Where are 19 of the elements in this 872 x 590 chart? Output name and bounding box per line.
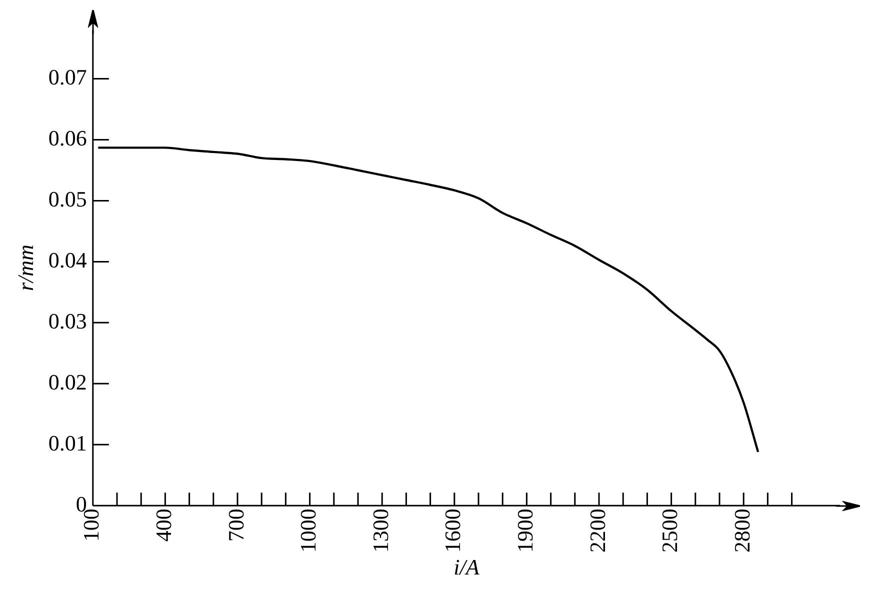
y-tick-label: 0.05: [48, 186, 87, 212]
x-tick-label: 2500: [657, 508, 682, 553]
x-tick-label: 1000: [296, 508, 321, 553]
y-tick-label: 0.03: [48, 308, 87, 334]
y-tick-label: 0.01: [48, 430, 87, 456]
line-series: [97, 146, 760, 454]
x-tick-label: 700: [223, 508, 248, 542]
x-tick-label: 2200: [584, 508, 610, 553]
x-axis-title: i/A: [454, 554, 480, 580]
x-tick-label: 2800: [729, 508, 754, 553]
y-tick-label: 0.02: [48, 369, 87, 394]
y-tick-label: 0.04: [48, 247, 87, 272]
y-tick-label: 0.06: [48, 126, 87, 151]
x-tick-label: 1900: [512, 508, 538, 553]
x-tick-label: 400: [150, 508, 176, 542]
x-tick-label: 1600: [440, 508, 466, 553]
y-axis-title: r/mm: [12, 244, 38, 292]
x-tick-label: 1300: [368, 508, 393, 553]
y-tick-label: 0.07: [48, 64, 87, 90]
